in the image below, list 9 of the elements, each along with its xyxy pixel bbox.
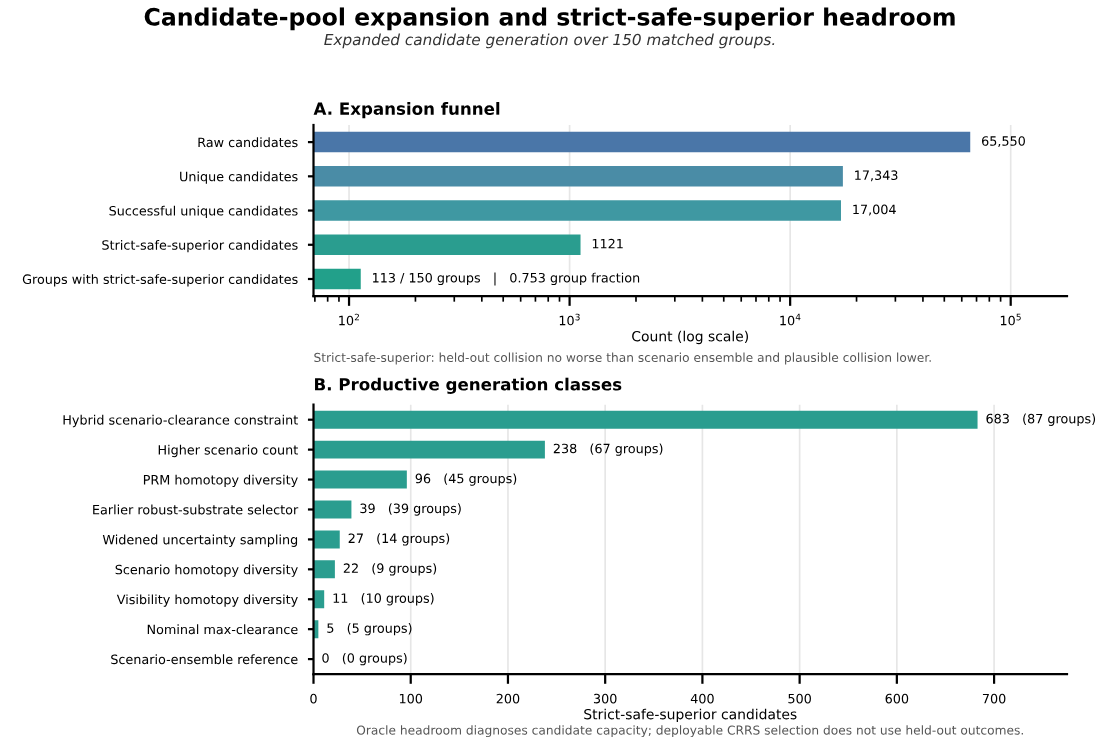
bar (313, 470, 407, 489)
bar (313, 530, 340, 549)
bar (313, 560, 335, 579)
bar (313, 440, 545, 459)
bar (313, 410, 978, 429)
text: B. Productive generation classes (315, 377, 622, 394)
chart-title: Candidate-pool expansion and strict-safe-superior headroom (144, 7, 955, 31)
text: A. Expansion funnel (313, 102, 500, 119)
bar (313, 500, 352, 519)
